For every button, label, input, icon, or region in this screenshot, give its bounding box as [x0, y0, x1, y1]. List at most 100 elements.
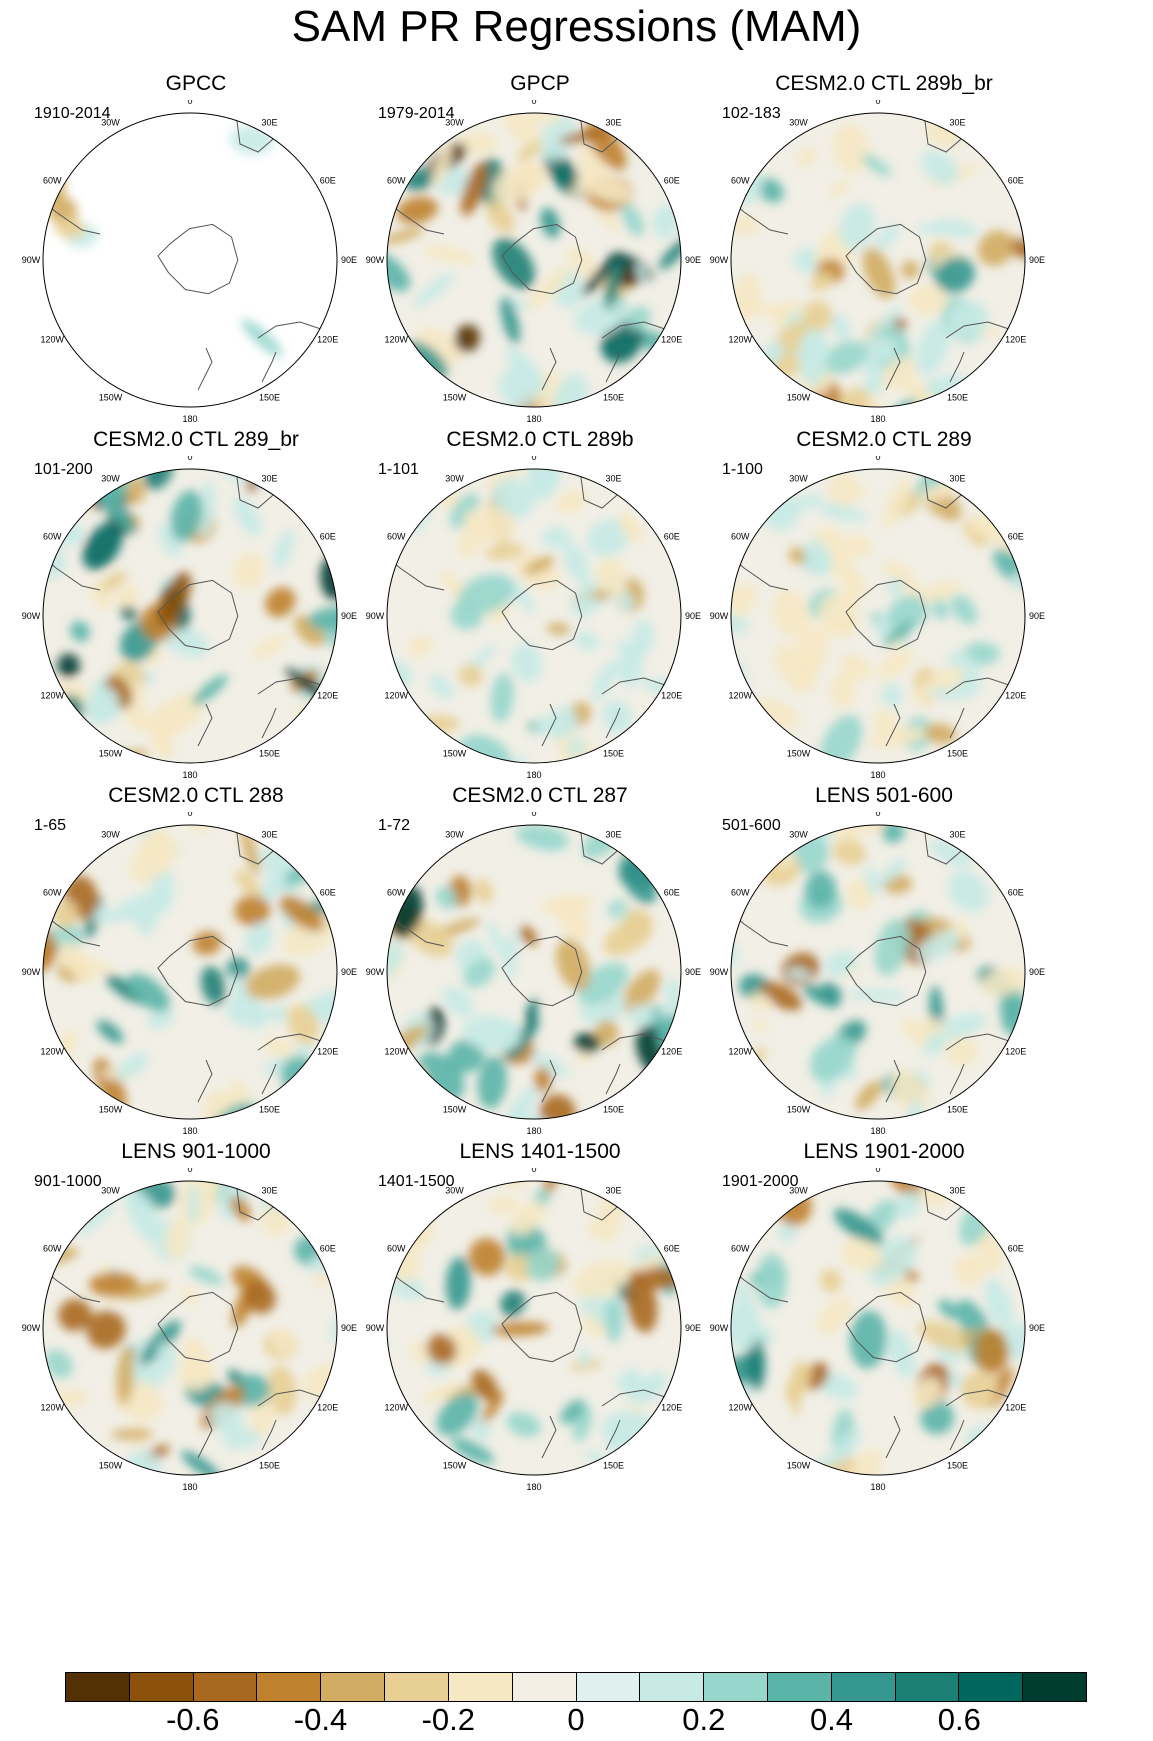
precip-anomaly-blob: [125, 1188, 162, 1243]
map-boundary: [730, 1180, 1026, 1476]
precip-anomaly-blob: [652, 204, 680, 239]
precip-anomaly-blob: [758, 178, 784, 203]
precip-anomaly-blob: [577, 962, 629, 1005]
panel-period: 1901-2000: [722, 1173, 799, 1190]
precip-anomaly-blob: [541, 526, 572, 549]
precip-anomaly-blob: [1001, 1323, 1025, 1360]
map-panel: CESM2.0 CTL 289 1-100 0 30E 60E 90E 120E 150E 18…: [688, 428, 1068, 823]
colorbar-tick-label: -0.6: [166, 1702, 220, 1737]
new-zealand-coastline: [197, 347, 213, 391]
precip-anomaly-blob: [617, 590, 634, 612]
antarctica-coastline: [157, 223, 239, 295]
south-america-coastline: [731, 513, 789, 591]
precip-anomaly-blob: [265, 587, 296, 618]
precip-anomaly-blob: [860, 381, 883, 394]
precip-anomaly-blob: [387, 227, 424, 245]
colorbar-cell: [129, 1673, 194, 1701]
precip-anomaly-blob: [731, 583, 757, 611]
antarctica-coastline: [845, 935, 927, 1007]
antarctica-coastline: [157, 579, 239, 651]
longitude-label: 150E: [947, 1105, 968, 1115]
longitude-label: 120W: [729, 1047, 753, 1057]
precip-anomaly-blob: [818, 503, 867, 522]
longitude-label: 120E: [661, 1047, 682, 1057]
precip-anomaly-blob: [760, 981, 803, 1011]
precip-anomaly-blob: [89, 1272, 140, 1298]
precip-anomaly-blob: [810, 270, 834, 292]
precip-anomaly-blob: [151, 868, 175, 912]
precip-anomaly-blob: [494, 1181, 527, 1189]
precip-anomaly-blob: [463, 506, 516, 543]
longitude-label: 150W: [99, 749, 123, 759]
precip-anomaly-blob: [840, 653, 871, 682]
precip-anomaly-blob: [451, 1437, 495, 1465]
colorbar-cell: [895, 1673, 960, 1701]
longitude-label: 90W: [710, 255, 729, 265]
precip-anomaly-blob: [953, 1253, 986, 1287]
longitude-label: 120E: [317, 1403, 338, 1413]
precip-anomaly-blob: [110, 1429, 154, 1440]
precip-anomaly-blob: [143, 469, 173, 490]
precip-anomaly-blob: [279, 896, 325, 932]
precip-anomaly-blob: [824, 950, 858, 977]
precip-anomaly-blob: [458, 664, 484, 687]
precip-anomaly-blob: [54, 217, 86, 239]
precip-anomaly-blob: [149, 702, 174, 750]
precip-anomaly-blob: [461, 161, 488, 216]
longitude-label: 0: [875, 456, 880, 462]
precip-anomaly-blob: [881, 357, 917, 391]
longitude-label: 30E: [949, 1185, 965, 1195]
longitude-label: 150E: [603, 749, 624, 759]
precip-anomaly-blob: [861, 154, 892, 177]
map-panel: CESM2.0 CTL 289b_br 102-183 0 30E 60E 90E 120E…: [688, 72, 1068, 467]
longitude-label: 150E: [947, 393, 968, 403]
precip-anomaly-blob: [574, 297, 627, 336]
precip-anomaly-blob: [244, 1280, 276, 1314]
map-panel: CESM2.0 CTL 289b 1-101 0 30E 60E 90E 120E 150E 1…: [344, 428, 724, 823]
longitude-label: 60E: [320, 1244, 336, 1254]
longitude-label: 150W: [99, 393, 123, 403]
precip-anomaly-blob: [435, 886, 457, 910]
longitude-label: 60W: [43, 888, 62, 898]
longitude-label: 0: [531, 100, 536, 106]
longitude-label: 180: [182, 414, 197, 424]
precip-anomaly-blob: [573, 631, 600, 651]
longitude-label: 150W: [787, 1461, 811, 1471]
longitude-label: 180: [526, 414, 541, 424]
longitude-label: 30W: [445, 829, 464, 839]
precip-anomaly-blob: [534, 1064, 552, 1093]
polar-map: 0 30E 60E 90E 120E 150E 180 150W 120W 90W 60W 30W: [22, 812, 357, 1136]
precip-anomaly-blob: [539, 1094, 576, 1119]
longitude-label: 60W: [43, 532, 62, 542]
precip-anomaly-blob: [876, 649, 913, 680]
new-zealand-coastline: [541, 1059, 557, 1103]
colorbar-tick-label: 0.6: [937, 1702, 981, 1737]
longitude-label: 150W: [443, 393, 467, 403]
precip-anomaly-blob: [563, 543, 590, 583]
longitude-label: 180: [182, 770, 197, 780]
colorbar-cell: [767, 1673, 832, 1701]
longitude-label: 120W: [385, 335, 409, 345]
precip-anomaly-blob: [895, 1191, 921, 1220]
longitude-label: 120E: [317, 1047, 338, 1057]
colorbar-cell: [959, 1673, 1024, 1701]
longitude-label: 150E: [603, 1461, 624, 1471]
longitude-label: 60E: [320, 888, 336, 898]
longitude-label: 60E: [320, 532, 336, 542]
precip-anomaly-blob: [526, 1248, 560, 1282]
longitude-label: 60E: [320, 176, 336, 186]
longitude-label: 150E: [259, 1461, 280, 1471]
precip-anomaly-blob: [595, 557, 628, 598]
longitude-label: 30W: [445, 473, 464, 483]
precip-anomaly-blob: [510, 1198, 548, 1236]
map-panel: CESM2.0 CTL 287 1-72 0 30E 60E 90E 120E 150E 180…: [344, 784, 724, 1179]
new-zealand-coastline: [197, 703, 213, 747]
panel-title: CESM2.0 CTL 289b_br: [775, 72, 993, 95]
precip-anomaly-blob: [457, 574, 515, 614]
longitude-label: 150E: [603, 393, 624, 403]
precip-anomaly-blob: [864, 865, 880, 897]
precip-anomaly-blob: [534, 1188, 551, 1206]
precip-anomaly-blob: [442, 986, 474, 1017]
precip-anomaly-blob: [591, 659, 619, 701]
panel-period: 102-183: [722, 105, 781, 122]
